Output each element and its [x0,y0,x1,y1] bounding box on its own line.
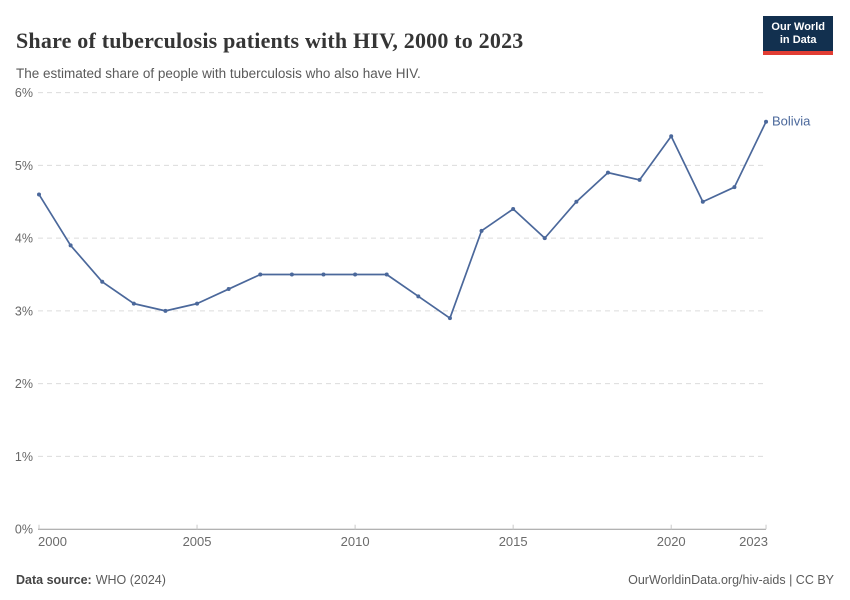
data-point[interactable] [37,192,41,197]
data-point[interactable] [289,272,294,277]
y-tick-label: 6% [15,86,33,100]
x-tick-label: 2015 [499,534,528,549]
license-link[interactable]: OurWorldinData.org/hiv-aids | CC BY [628,573,834,587]
data-point[interactable] [574,199,579,204]
y-tick-label: 1% [15,450,33,464]
y-tick-label: 2% [15,377,33,391]
data-point[interactable] [542,236,547,241]
x-tick-label: 2000 [38,534,67,549]
data-point[interactable] [637,177,642,182]
y-tick-label: 5% [15,159,33,173]
data-point[interactable] [447,316,452,321]
owid-logo-line2: in Data [779,34,817,46]
data-point[interactable] [605,170,610,175]
data-point[interactable] [384,272,389,277]
data-point[interactable] [732,185,737,190]
data-point[interactable] [321,272,326,277]
data-point[interactable] [764,119,769,124]
y-tick-label: 0% [15,523,33,537]
data-point[interactable] [511,207,516,212]
x-tick-label: 2023 [739,534,768,549]
data-point[interactable] [226,287,231,292]
series-label[interactable]: Bolivia [772,114,811,129]
chart-title: Share of tuberculosis patients with HIV,… [16,27,524,53]
data-source-value: WHO (2024) [95,573,166,587]
data-point[interactable] [258,272,263,277]
data-point[interactable] [479,228,484,233]
x-tick-label: 2020 [657,534,686,549]
line-chart[interactable]: 0% 1% 2% 3% 4% 5% 6% 2000 2005 2010 2015 2020 2023 Bo… [0,84,850,554]
x-tick-label: 2010 [341,534,370,549]
data-point[interactable] [163,308,168,313]
owid-logo[interactable]: Our World in Data [763,16,833,55]
chart-footer: Data source: WHO (2024) OurWorldinData.or… [16,573,834,587]
y-tick-label: 4% [15,232,33,246]
x-tick-label: 2005 [183,534,212,549]
data-point[interactable] [195,301,200,306]
chart-subtitle: The estimated share of people with tuber… [16,65,421,81]
data-point[interactable] [669,134,674,139]
data-source: Data source: WHO (2024) [16,573,166,587]
data-source-label: Data source: [16,573,92,587]
y-tick-label: 3% [15,304,33,318]
series-line [38,121,767,320]
data-point[interactable] [416,294,421,299]
data-point[interactable] [353,272,358,277]
data-point[interactable] [68,243,73,248]
data-point[interactable] [131,301,136,306]
data-point[interactable] [700,199,705,204]
data-point[interactable] [100,279,105,284]
owid-logo-line1: Our World [771,21,825,33]
